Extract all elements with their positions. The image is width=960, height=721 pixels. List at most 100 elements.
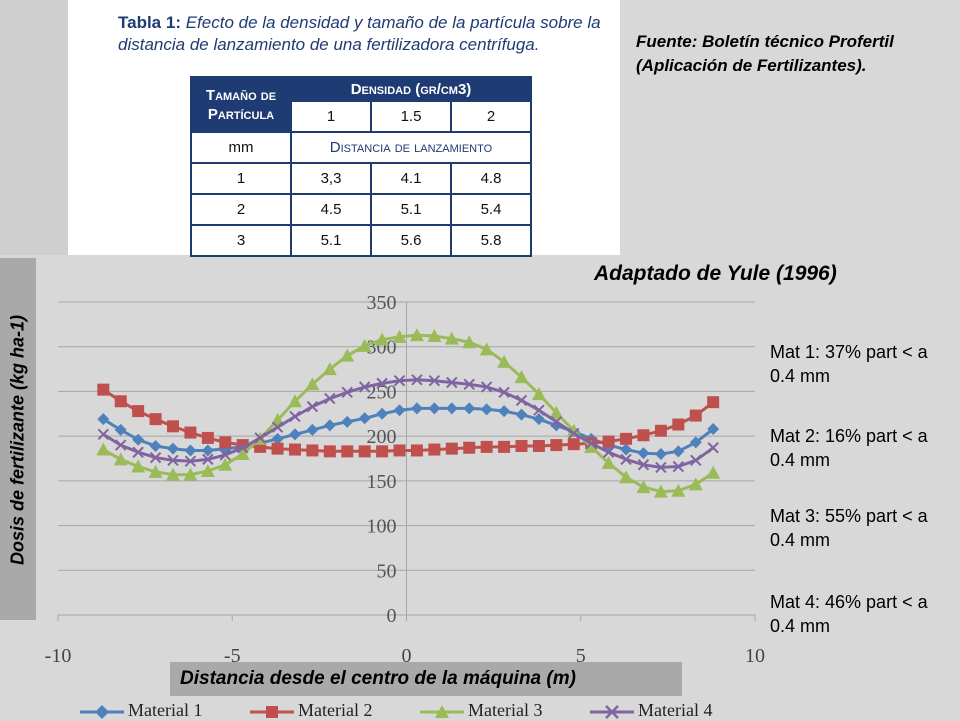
data-point — [531, 387, 546, 401]
data-point — [602, 446, 615, 458]
legend-label: Material 4 — [638, 700, 713, 720]
size-cell: 2 — [190, 193, 292, 226]
data-point — [167, 454, 179, 466]
data-point — [202, 453, 214, 466]
data-point — [115, 439, 127, 451]
data-point — [532, 439, 545, 452]
data-point — [654, 448, 667, 461]
data-point — [445, 402, 458, 415]
series-3 — [96, 328, 721, 498]
data-point — [602, 435, 615, 448]
data-point — [655, 461, 667, 474]
x-tick-label: 10 — [745, 645, 765, 667]
data-point — [514, 370, 529, 384]
table-caption-label: Tabla 1: — [118, 13, 181, 32]
subheader-distance: Distancia de lanzamiento — [290, 131, 532, 164]
y-tick-label: 350 — [367, 292, 397, 314]
data-point — [201, 431, 214, 444]
data-point — [184, 455, 197, 467]
data-point — [619, 470, 634, 484]
value-cell: 4.5 — [290, 193, 372, 226]
data-point — [97, 428, 110, 441]
series-layer — [96, 328, 721, 498]
y-tick-label: 100 — [367, 516, 397, 538]
x-axis-label: Distancia desde el centro de la máquina … — [180, 668, 576, 689]
data-point — [236, 442, 249, 454]
data-point — [690, 454, 702, 466]
data-point — [409, 328, 424, 342]
data-point — [271, 442, 284, 455]
density-value: 1.5 — [370, 100, 452, 133]
data-point — [568, 427, 580, 440]
data-point — [671, 483, 686, 497]
data-point — [654, 424, 667, 437]
data-point — [358, 412, 371, 425]
data-point — [341, 386, 353, 399]
data-point — [515, 439, 528, 452]
data-point — [114, 423, 127, 436]
value-cell: 4.1 — [370, 162, 452, 195]
x-tick-label: 0 — [402, 645, 412, 667]
data-point — [480, 381, 493, 393]
data-point — [324, 392, 336, 405]
data-point — [428, 443, 441, 456]
x-tick-label: 5 — [576, 645, 586, 667]
data-point — [637, 459, 650, 471]
data-point — [428, 402, 441, 415]
data-point — [707, 422, 720, 435]
data-point — [306, 444, 319, 457]
data-point — [706, 465, 721, 479]
data-point — [445, 442, 458, 455]
series-2 — [97, 383, 720, 458]
data-point — [235, 447, 250, 461]
adapted-from-label: Adaptado de Yule (1996) — [594, 262, 837, 285]
data-point — [219, 449, 231, 461]
value-cell: 5.6 — [370, 224, 452, 257]
data-point — [201, 444, 214, 457]
data-point — [289, 410, 301, 423]
series-line — [102, 333, 715, 494]
data-point — [637, 447, 650, 460]
data-point — [393, 374, 406, 387]
table-panel: Tabla 1: Efecto de la densidad y tamaño … — [68, 0, 620, 257]
value-cell: 4.8 — [450, 162, 532, 195]
data-point — [357, 338, 372, 352]
data-point — [200, 464, 215, 478]
header-density: Densidad (gr/cm3) — [290, 76, 532, 102]
data-point — [375, 332, 390, 346]
data-point — [498, 386, 510, 399]
data-point — [149, 439, 162, 452]
data-point — [376, 377, 388, 390]
value-cell: 5.8 — [450, 224, 532, 257]
data-point — [411, 374, 423, 386]
data-point — [410, 444, 423, 457]
data-point — [566, 423, 581, 437]
value-cell: 5.1 — [370, 193, 452, 226]
data-point — [480, 440, 493, 453]
table-caption: Tabla 1: Efecto de la densidad y tamaño … — [118, 12, 613, 56]
data-point — [340, 348, 355, 362]
data-point — [410, 402, 423, 415]
data-point — [132, 446, 144, 458]
data-point — [184, 426, 197, 439]
y-tick-label: 200 — [367, 426, 397, 448]
data-point — [167, 420, 180, 433]
y-axis-label-box — [0, 258, 36, 620]
data-point — [427, 328, 442, 342]
value-cell: 5.1 — [290, 224, 372, 257]
size-cell: 3 — [190, 224, 292, 257]
data-point — [707, 442, 719, 454]
data-point — [428, 374, 441, 387]
table-row: 3 5.1 5.6 5.8 — [190, 224, 532, 257]
data-point — [584, 439, 599, 453]
data-point — [97, 413, 110, 426]
table-caption-text: Efecto de la densidad y tamaño de la par… — [118, 13, 601, 54]
background-stripe — [0, 0, 68, 255]
legend-label: Material 2 — [298, 700, 373, 720]
table-row: 2 4.5 5.1 5.4 — [190, 193, 532, 226]
grid-layer — [57, 301, 756, 621]
data-point — [533, 404, 545, 416]
data-point — [637, 429, 650, 442]
data-point — [184, 444, 197, 457]
value-cell: 5.4 — [450, 193, 532, 226]
